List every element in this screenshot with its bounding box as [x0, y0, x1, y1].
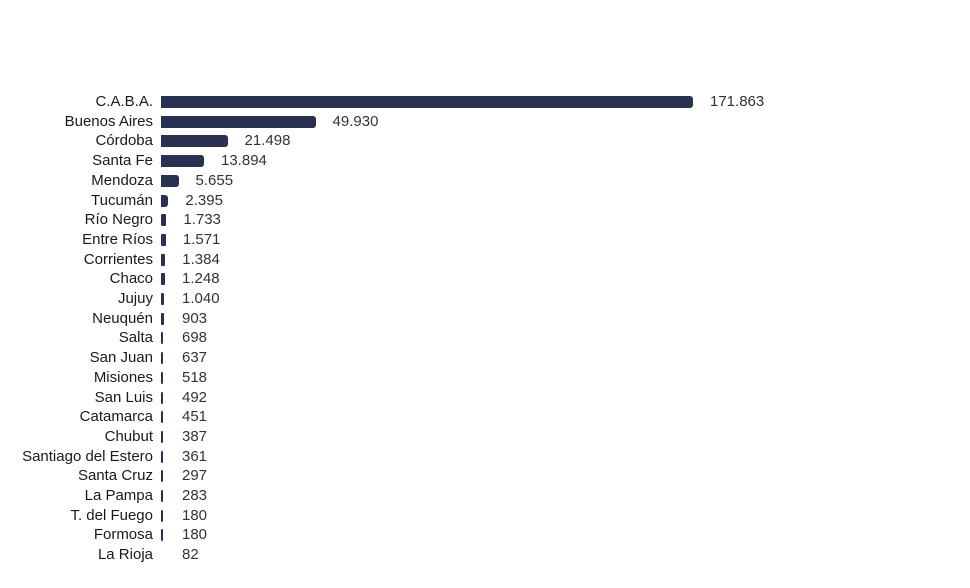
chart-row: Neuquén 903: [0, 309, 970, 329]
chart-row: La Pampa 283: [0, 486, 970, 506]
category-label: Catamarca: [79, 408, 153, 426]
value-label: 180: [182, 506, 208, 524]
category-label: Corrientes: [83, 250, 153, 268]
value-label: 1.571: [182, 230, 221, 248]
value-label: 49.930: [332, 112, 379, 130]
chart-row: Catamarca 451: [0, 407, 970, 427]
category-label: T. del Fuego: [70, 506, 153, 524]
value-label: 451: [182, 408, 208, 426]
category-label: Jujuy: [117, 290, 153, 307]
bar: [161, 411, 163, 424]
chart-row: Salta 698: [0, 328, 970, 348]
bar: [161, 312, 164, 325]
category-label: Río Negro: [84, 211, 153, 229]
chart-row: La Rioja 82: [0, 545, 970, 565]
value-label: 5.655: [195, 171, 234, 189]
bar: [161, 233, 166, 246]
value-label: 698: [182, 329, 208, 347]
category-label: Santa Cruz: [77, 467, 153, 485]
chart-row: Misiones 518: [0, 368, 970, 388]
category-label: Misiones: [93, 368, 153, 386]
category-label: Chubut: [104, 427, 153, 445]
category-label: La Pampa: [84, 487, 153, 504]
bar: [161, 115, 316, 128]
bar: [161, 490, 163, 502]
chart-row: Buenos Aires 49.930: [0, 112, 970, 132]
value-label: 492: [182, 388, 208, 406]
value-label: 297: [182, 467, 208, 485]
value-label: 518: [182, 368, 208, 386]
bar: [161, 214, 167, 227]
value-label: 2.395: [185, 191, 223, 209]
value-label: 1.248: [182, 270, 220, 288]
chart-row: Chaco 1.248: [0, 269, 970, 289]
category-label: Santiago del Estero: [22, 447, 153, 465]
value-label: 361: [182, 447, 208, 465]
value-label: 21.498: [244, 132, 291, 150]
bar: [161, 96, 693, 108]
category-label: Santa Fe: [92, 152, 153, 170]
chart-row: Santa Cruz 297: [0, 466, 970, 486]
category-label: Formosa: [93, 526, 153, 544]
bar: [161, 470, 163, 483]
chart-row: San Juan 637: [0, 348, 970, 368]
category-label: Salta: [118, 329, 153, 347]
bar: [161, 529, 163, 542]
chart-row: Río Negro 1.733: [0, 210, 970, 230]
chart-row: Santiago del Estero 361: [0, 447, 970, 467]
bar: [161, 332, 164, 345]
bar: [161, 391, 163, 404]
value-label: 637: [182, 349, 208, 367]
value-label: 180: [182, 526, 208, 544]
bar: [161, 135, 228, 148]
bar: [161, 293, 165, 305]
bar: [161, 174, 179, 187]
bar: [161, 450, 163, 463]
chart-row: Corrientes 1.384: [0, 250, 970, 270]
value-label: 171.863: [710, 93, 765, 110]
category-label: Mendoza: [91, 171, 153, 189]
category-label: La Rioja: [97, 546, 153, 564]
bar: [161, 509, 163, 522]
chart-row: T. del Fuego 180: [0, 506, 970, 526]
chart-row: Entre Ríos 1.571: [0, 230, 970, 250]
category-label: Chaco: [109, 270, 153, 288]
chart-row: Jujuy 1.040: [0, 289, 970, 309]
category-label: Entre Ríos: [82, 230, 153, 248]
category-label: Tucumán: [91, 191, 153, 209]
value-label: 1.040: [182, 290, 220, 307]
category-label: Buenos Aires: [64, 112, 153, 130]
value-label: 1.733: [183, 211, 221, 229]
bar: [161, 155, 204, 168]
bar: [161, 352, 163, 365]
chart-row: Tucumán 2.395: [0, 191, 970, 211]
chart-row: Formosa 180: [0, 525, 970, 545]
category-label: San Luis: [94, 388, 153, 406]
chart-row: C.A.B.A. 171.863: [0, 92, 970, 112]
bar: [161, 194, 169, 207]
value-label: 903: [182, 309, 208, 327]
chart-row: Santa Fe 13.894: [0, 151, 970, 171]
category-label: San Juan: [89, 349, 153, 367]
category-label: C.A.B.A.: [95, 93, 153, 110]
value-label: 13.894: [221, 152, 267, 170]
chart-row: Chubut 387: [0, 427, 970, 447]
value-label: 1.384: [182, 250, 220, 268]
chart-row: Córdoba 21.498: [0, 131, 970, 151]
value-label: 283: [182, 487, 208, 504]
category-label: Córdoba: [95, 132, 153, 150]
bar: [161, 430, 163, 443]
value-label: 82: [182, 546, 199, 564]
category-label: Neuquén: [92, 309, 153, 327]
chart-row: Mendoza 5.655: [0, 171, 970, 191]
bar: [161, 253, 166, 266]
value-label: 387: [182, 427, 208, 445]
bar: [161, 371, 163, 384]
chart-row: San Luis 492: [0, 388, 970, 408]
bar: [161, 273, 165, 286]
